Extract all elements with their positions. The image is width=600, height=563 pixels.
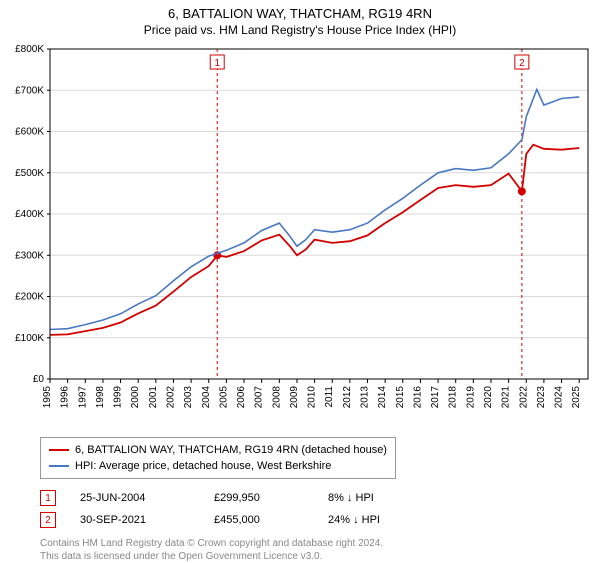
x-tick-label: 2017 bbox=[430, 386, 441, 409]
x-tick-label: 2014 bbox=[377, 386, 388, 409]
x-tick-label: 2011 bbox=[324, 386, 335, 408]
sale-date: 30-SEP-2021 bbox=[80, 514, 190, 526]
sales-row: 1 25-JUN-2004 £299,950 8% ↓ HPI bbox=[40, 487, 600, 509]
legend-row: 6, BATTALION WAY, THATCHAM, RG19 4RN (de… bbox=[49, 442, 387, 458]
sale-marker-num: 1 bbox=[214, 58, 220, 69]
legend-swatch bbox=[49, 465, 69, 467]
chart-svg: £0 £100K £200K £300K £400K £500K £600K £700K £80… bbox=[0, 39, 600, 429]
x-tick-label: 2002 bbox=[165, 386, 176, 409]
chart: £0 £100K £200K £300K £400K £500K £600K £700K £80… bbox=[0, 39, 600, 429]
y-tick-label: £700K bbox=[15, 85, 44, 96]
x-tick-label: 2006 bbox=[236, 386, 247, 409]
attribution-line1: Contains HM Land Registry data © Crown c… bbox=[40, 537, 600, 550]
legend-swatch bbox=[49, 449, 69, 451]
x-tick-label: 2018 bbox=[448, 386, 459, 409]
x-tick-label: 2024 bbox=[554, 386, 565, 409]
x-tick-label: 2004 bbox=[201, 386, 212, 409]
y-tick-label: £300K bbox=[15, 250, 44, 261]
x-tick-label: 1996 bbox=[60, 386, 71, 409]
x-tick-label: 2008 bbox=[271, 386, 282, 409]
sales-row: 2 30-SEP-2021 £455,000 24% ↓ HPI bbox=[40, 509, 600, 531]
x-tick-label: 2022 bbox=[518, 386, 529, 409]
y-tick-label: £500K bbox=[15, 168, 44, 179]
sale-delta: 8% ↓ HPI bbox=[328, 492, 374, 504]
x-tick-label: 2021 bbox=[501, 386, 512, 409]
legend: 6, BATTALION WAY, THATCHAM, RG19 4RN (de… bbox=[40, 437, 396, 479]
chart-container: 6, BATTALION WAY, THATCHAM, RG19 4RN Pri… bbox=[0, 0, 600, 563]
x-tick-label: 2000 bbox=[130, 386, 141, 409]
y-tick-label: £600K bbox=[15, 127, 44, 138]
x-tick-label: 2003 bbox=[183, 386, 194, 409]
legend-row: HPI: Average price, detached house, West… bbox=[49, 458, 387, 474]
x-tick-label: 2016 bbox=[412, 386, 423, 409]
x-tick-label: 2007 bbox=[254, 386, 265, 409]
x-tick-label: 2023 bbox=[536, 386, 547, 409]
sale-date: 25-JUN-2004 bbox=[80, 492, 190, 504]
titles: 6, BATTALION WAY, THATCHAM, RG19 4RN Pri… bbox=[0, 0, 600, 39]
x-tick-label: 1997 bbox=[77, 386, 88, 409]
y-tick-label: £100K bbox=[15, 333, 44, 344]
title-address: 6, BATTALION WAY, THATCHAM, RG19 4RN bbox=[0, 6, 600, 21]
y-tick-label: £400K bbox=[15, 209, 44, 220]
attribution-line2: This data is licensed under the Open Gov… bbox=[40, 550, 600, 563]
x-tick-label: 2025 bbox=[571, 386, 582, 409]
sale-delta: 24% ↓ HPI bbox=[328, 514, 380, 526]
sale-price: £299,950 bbox=[214, 492, 304, 504]
x-tick-label: 1995 bbox=[42, 386, 53, 409]
x-tick-label: 2005 bbox=[218, 386, 229, 409]
title-subtitle: Price paid vs. HM Land Registry's House … bbox=[0, 23, 600, 37]
legend-label: HPI: Average price, detached house, West… bbox=[75, 460, 331, 472]
legend-label: 6, BATTALION WAY, THATCHAM, RG19 4RN (de… bbox=[75, 444, 387, 456]
sale-price: £455,000 bbox=[214, 514, 304, 526]
y-tick-label: £200K bbox=[15, 292, 44, 303]
x-tick-label: 2019 bbox=[465, 386, 476, 409]
x-tick-label: 2012 bbox=[342, 386, 353, 409]
y-tick-label: £800K bbox=[15, 44, 44, 55]
sale-index-box: 1 bbox=[40, 490, 56, 506]
x-tick-label: 1999 bbox=[113, 386, 124, 409]
x-tick-label: 2013 bbox=[360, 386, 371, 409]
x-tick-label: 2009 bbox=[289, 386, 300, 409]
x-tick-label: 2001 bbox=[148, 386, 159, 409]
x-tick-label: 1998 bbox=[95, 386, 106, 409]
x-tick-label: 2020 bbox=[483, 386, 494, 409]
sale-index-box: 2 bbox=[40, 512, 56, 528]
x-tick-label: 2015 bbox=[395, 386, 406, 409]
sales-table: 1 25-JUN-2004 £299,950 8% ↓ HPI 2 30-SEP-2021… bbox=[40, 487, 600, 531]
sale-marker-num: 2 bbox=[519, 58, 525, 69]
x-tick-label: 2010 bbox=[307, 386, 318, 409]
attribution: Contains HM Land Registry data © Crown c… bbox=[40, 537, 600, 563]
y-tick-label: £0 bbox=[33, 374, 45, 385]
